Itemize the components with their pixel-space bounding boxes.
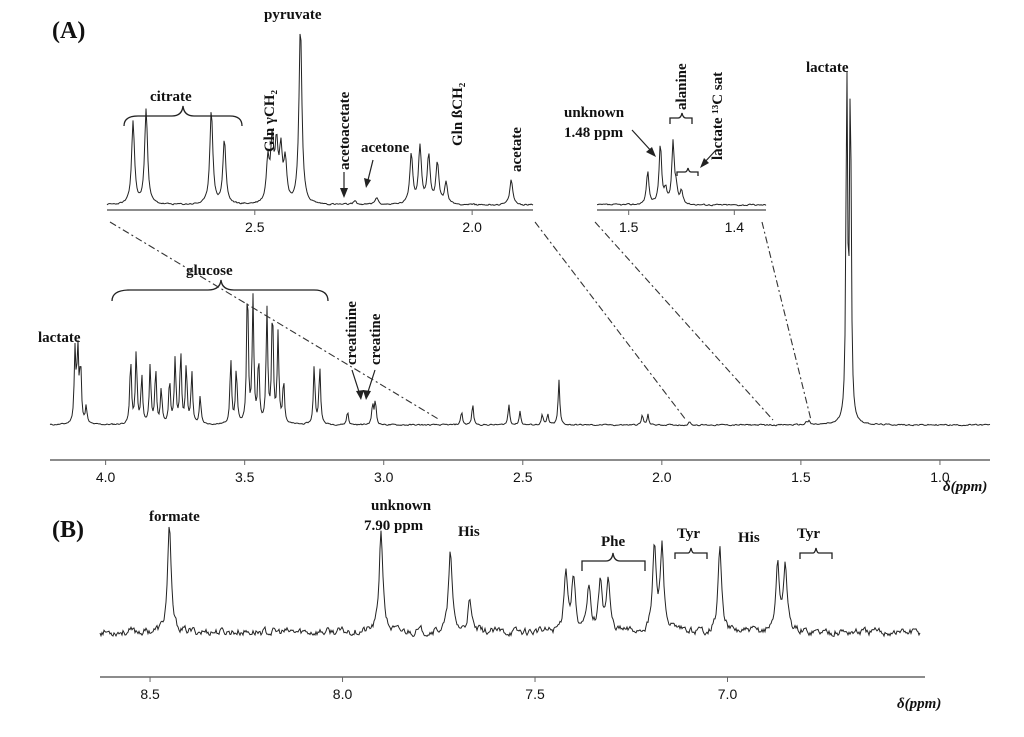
label-creatinine: creatinine (344, 301, 360, 365)
label-citrate: citrate (150, 89, 192, 105)
label-lactate-1-33: lactate (806, 60, 849, 76)
label-unknown-1-48-ppm: 1.48 ppm (564, 125, 624, 141)
label-gln-beta: Gln ßCH₂ (450, 82, 466, 146)
label-unknown-7-90: unknown (371, 498, 432, 514)
brace-glucose (111, 279, 329, 302)
x-tick-label: 4.0 (96, 469, 116, 485)
label-acetate: acetate (509, 127, 525, 172)
arrow-acetone-head (364, 178, 371, 188)
label-phe: Phe (601, 534, 626, 550)
arrow-unknown-1-48-head (646, 147, 656, 157)
brace-tyr-6-86 (799, 547, 833, 559)
arrow-creatinine-head (356, 390, 364, 400)
x-tick-label: 2.5 (245, 219, 265, 235)
guide-inset1-left (109, 221, 441, 421)
panel-label-b: (B) (52, 517, 84, 543)
panel-b-spectrum-trace (99, 526, 921, 638)
brace-lactate-13c (676, 167, 699, 176)
arrow-creatine-head (363, 390, 371, 400)
label-glucose: glucose (186, 263, 233, 279)
label-tyr-6-86: Tyr (797, 526, 820, 542)
label-formate: formate (149, 509, 200, 525)
label-gln-gamma: Gln γCH₂ (262, 90, 278, 152)
arrow-lactate-13c-head (700, 158, 709, 168)
label-lactate-13c-sat: lactate ¹³C sat (710, 72, 726, 160)
x-tick-label: 3.5 (235, 469, 255, 485)
label-acetone: acetone (361, 140, 410, 156)
label-his-7-72: His (458, 524, 480, 540)
x-tick-label: 1.0 (930, 469, 950, 485)
inset1-x-ticks: 2.5 2.0 (245, 210, 482, 235)
main-x-ticks: 4.0 3.5 3.0 2.5 2.0 1.5 1.0 (96, 460, 950, 485)
panel-b-x-axis-label: δ(ppm) (897, 696, 941, 712)
brace-citrate (123, 105, 243, 127)
x-tick-label: 1.5 (791, 469, 811, 485)
label-alanine: alanine (674, 63, 690, 110)
inset1-spectrum-trace (106, 33, 534, 206)
guide-inset1-right (534, 221, 687, 421)
x-tick-label: 1.5 (619, 219, 639, 235)
label-tyr-7-18: Tyr (677, 526, 700, 542)
inset2-x-ticks: 1.5 1.4 (619, 210, 744, 235)
x-tick-label: 8.0 (333, 686, 353, 702)
label-his-7-02: His (738, 530, 760, 546)
label-unknown-1-48: unknown (564, 105, 625, 121)
x-tick-label: 2.5 (513, 469, 533, 485)
x-tick-label: 7.0 (718, 686, 738, 702)
x-tick-label: 2.0 (652, 469, 672, 485)
x-tick-label: 8.5 (140, 686, 160, 702)
label-acetoacetate: acetoacetate (337, 91, 353, 170)
x-tick-label: 7.5 (525, 686, 545, 702)
inset2-spectrum-trace (597, 139, 767, 207)
label-creatine: creatine (368, 313, 384, 365)
label-pyruvate: pyruvate (264, 7, 322, 23)
x-tick-label: 3.0 (374, 469, 394, 485)
panel-b-x-ticks: 8.5 8.0 7.5 7.0 (140, 677, 737, 702)
x-tick-label: 2.0 (462, 219, 482, 235)
main-spectrum-trace (49, 71, 991, 427)
arrow-acetoacetate-head (340, 188, 348, 198)
brace-phe (581, 552, 646, 571)
main-x-axis-label: δ(ppm) (943, 479, 987, 495)
label-unknown-7-90-ppm: 7.90 ppm (364, 518, 424, 534)
label-lactate-4-1: lactate (38, 330, 81, 346)
x-tick-label: 1.4 (725, 219, 745, 235)
panel-label-a: (A) (52, 18, 85, 44)
brace-tyr-7-18 (674, 547, 708, 559)
brace-alanine (669, 112, 693, 124)
guide-inset2-left (594, 221, 774, 421)
guide-inset2-right (761, 221, 812, 421)
